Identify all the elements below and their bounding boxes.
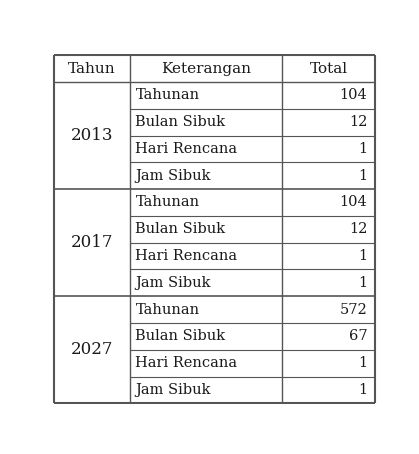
- Text: Bulan Sibuk: Bulan Sibuk: [135, 330, 225, 343]
- Text: 12: 12: [349, 222, 367, 236]
- Text: Tahun: Tahun: [68, 62, 116, 75]
- Text: 67: 67: [349, 330, 367, 343]
- Text: Keterangan: Keterangan: [161, 62, 251, 75]
- Text: 1: 1: [358, 383, 367, 397]
- Text: 572: 572: [340, 303, 367, 316]
- Text: 2017: 2017: [70, 234, 113, 251]
- Text: Hari Rencana: Hari Rencana: [135, 356, 238, 370]
- Text: 2013: 2013: [70, 127, 113, 144]
- Text: 2027: 2027: [70, 341, 113, 358]
- Text: 12: 12: [349, 115, 367, 129]
- Text: 104: 104: [340, 196, 367, 209]
- Text: Total: Total: [310, 62, 348, 75]
- Text: 1: 1: [358, 249, 367, 263]
- Text: Hari Rencana: Hari Rencana: [135, 249, 238, 263]
- Text: Jam Sibuk: Jam Sibuk: [135, 276, 211, 290]
- Text: Jam Sibuk: Jam Sibuk: [135, 383, 211, 397]
- Text: 1: 1: [358, 169, 367, 183]
- Text: Tahunan: Tahunan: [135, 303, 199, 316]
- Text: 1: 1: [358, 276, 367, 290]
- Text: Jam Sibuk: Jam Sibuk: [135, 169, 211, 183]
- Text: 1: 1: [358, 356, 367, 370]
- Text: Tahunan: Tahunan: [135, 89, 199, 102]
- Text: Bulan Sibuk: Bulan Sibuk: [135, 222, 225, 236]
- Text: Hari Rencana: Hari Rencana: [135, 142, 238, 156]
- Text: Bulan Sibuk: Bulan Sibuk: [135, 115, 225, 129]
- Text: Tahunan: Tahunan: [135, 196, 199, 209]
- Text: 104: 104: [340, 89, 367, 102]
- Text: 1: 1: [358, 142, 367, 156]
